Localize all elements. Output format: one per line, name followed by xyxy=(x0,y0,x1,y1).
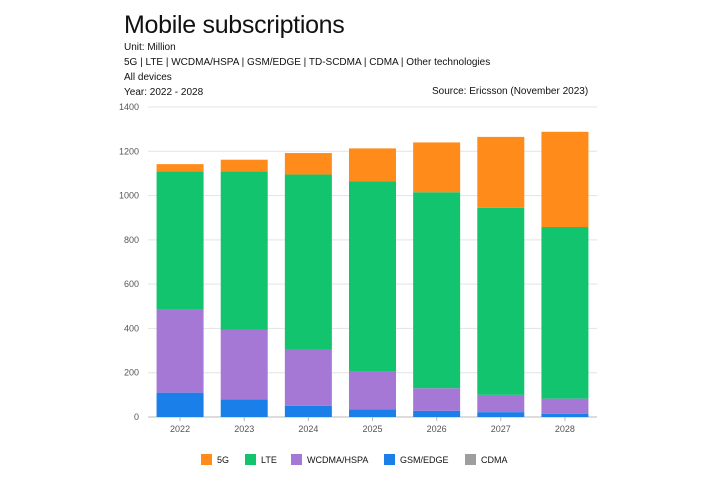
bar-segment-gsm-edge-2022 xyxy=(156,392,204,417)
bar-segment-wcdma-hspa-2022 xyxy=(156,309,204,393)
bar-segment-gsm-edge-2024 xyxy=(284,405,332,417)
x-tick-label: 2023 xyxy=(234,424,254,434)
legend-swatch xyxy=(384,454,395,465)
bar-segment-5g-2025 xyxy=(349,148,396,182)
bar-segment-lte-2027 xyxy=(477,207,525,395)
devices-label: All devices xyxy=(124,72,172,83)
legend-swatch xyxy=(201,454,212,465)
y-tick-label: 800 xyxy=(124,235,139,245)
bar-segment-gsm-edge-2027 xyxy=(477,412,525,417)
legend-item: CDMA xyxy=(465,454,508,465)
source-label: Source: Ericsson (November 2023) xyxy=(432,86,589,97)
unit-label: Unit: Million xyxy=(124,42,176,53)
legend-label: CDMA xyxy=(481,454,508,465)
bar-segment-gsm-edge-2025 xyxy=(349,409,396,417)
bar-segment-wcdma-hspa-2026 xyxy=(413,388,461,411)
chart-title: Mobile subscriptions xyxy=(124,11,345,39)
bar-segment-lte-2026 xyxy=(413,192,461,389)
legend-item: GSM/EDGE xyxy=(384,454,449,465)
bar-segment-lte-2023 xyxy=(220,171,268,330)
x-tick-label: 2027 xyxy=(491,424,511,434)
legend-item: WCDMA/HSPA xyxy=(291,454,368,465)
bar-segment-gsm-edge-2023 xyxy=(220,399,268,417)
legend-swatch xyxy=(465,454,476,465)
bar-segment-wcdma-hspa-2023 xyxy=(220,329,268,400)
legend-label: LTE xyxy=(261,454,277,465)
x-tick-label: 2022 xyxy=(170,424,190,434)
bar-segment-lte-2025 xyxy=(349,181,396,372)
legend-label: WCDMA/HSPA xyxy=(307,454,369,465)
bar-segment-5g-2028 xyxy=(541,131,589,228)
x-tick-label: 2025 xyxy=(362,424,382,434)
technologies-label: 5G | LTE | WCDMA/HSPA | GSM/EDGE | TD-SC… xyxy=(124,57,491,68)
bar-segment-wcdma-hspa-2024 xyxy=(284,349,332,406)
y-tick-label: 600 xyxy=(124,279,139,289)
bar-segment-lte-2022 xyxy=(156,171,204,310)
year-label: Year: 2022 - 2028 xyxy=(124,87,204,98)
legend-item: 5G xyxy=(201,454,229,465)
bar-segment-gsm-edge-2028 xyxy=(541,413,589,417)
bar-segment-5g-2024 xyxy=(284,153,332,175)
legend-label: 5G xyxy=(217,454,230,465)
chart-header: Mobile subscriptions Unit: Million 5G | … xyxy=(124,10,490,100)
legend-swatch xyxy=(245,454,256,465)
bar-segment-wcdma-hspa-2027 xyxy=(477,394,525,413)
x-tick-label: 2028 xyxy=(555,424,575,434)
y-tick-label: 1400 xyxy=(119,102,139,112)
x-tick-label: 2024 xyxy=(298,424,318,434)
bar-segment-wcdma-hspa-2028 xyxy=(541,398,589,414)
chart-legend: 5G LTE WCDMA/HSPA GSM/EDGE CDMA xyxy=(0,454,720,470)
bar-segment-gsm-edge-2026 xyxy=(413,410,461,417)
bar-segment-lte-2024 xyxy=(284,174,332,350)
legend-swatch xyxy=(291,454,302,465)
y-tick-label: 400 xyxy=(124,323,139,333)
y-tick-label: 200 xyxy=(124,368,139,378)
y-tick-label: 1200 xyxy=(119,146,139,156)
y-tick-label: 0 xyxy=(134,412,139,422)
x-tick-label: 2026 xyxy=(427,424,447,434)
legend-item: LTE xyxy=(245,454,277,465)
legend-label: GSM/EDGE xyxy=(400,454,449,465)
bar-segment-5g-2026 xyxy=(413,142,461,193)
bar-segment-wcdma-hspa-2025 xyxy=(349,371,396,410)
bar-segment-5g-2027 xyxy=(477,136,525,208)
bar-segment-5g-2023 xyxy=(220,159,268,172)
y-tick-label: 1000 xyxy=(119,191,139,201)
bar-segment-lte-2028 xyxy=(541,227,589,399)
bar-segment-5g-2022 xyxy=(156,164,204,172)
